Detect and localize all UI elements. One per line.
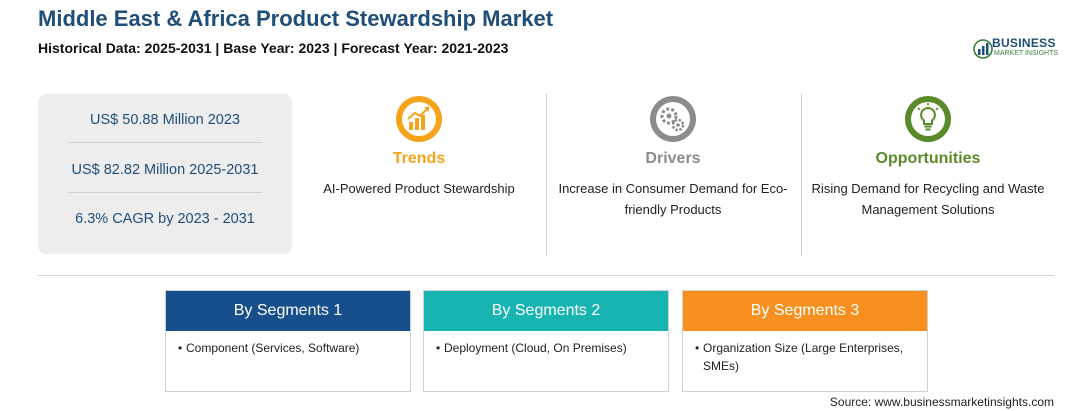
trends-description: AI-Powered Product Stewardship — [323, 181, 515, 196]
segment-card-1: By Segments 1 • Component (Services, Sof… — [165, 290, 411, 392]
segment-2-heading: By Segments 2 — [424, 291, 668, 331]
source-link[interactable]: Source: www.businessmarketinsights.com — [829, 395, 1054, 409]
globe-chart-icon — [973, 39, 993, 59]
segment-1-item: Component (Services, Software) — [186, 341, 360, 355]
page-subtitle: Historical Data: 2025-2031 | Base Year: … — [38, 40, 509, 56]
stat-market-size-forecast: US$ 82.82 Million 2025-2031 — [71, 162, 259, 178]
trends-heading: Trends — [392, 150, 446, 167]
drivers-column: Drivers Increase in Consumer Demand for … — [548, 92, 798, 252]
segment-2-item: Deployment (Cloud, On Premises) — [444, 341, 627, 355]
trend-chart-icon — [396, 96, 442, 142]
opportunities-description: Rising Demand for Recycling and Waste Ma… — [811, 181, 1045, 217]
segment-card-2: By Segments 2 • Deployment (Cloud, On Pr… — [423, 290, 669, 392]
column-divider — [546, 94, 547, 256]
section-divider — [38, 275, 1054, 276]
drivers-heading: Drivers — [645, 150, 701, 167]
stat-divider — [68, 192, 262, 193]
stat-market-size-2023: US$ 50.88 Million 2023 — [90, 112, 240, 128]
key-stats-panel: US$ 50.88 Million 2023 US$ 82.82 Million… — [38, 94, 292, 254]
drivers-description: Increase in Consumer Demand for Eco-frie… — [558, 181, 788, 217]
bullet-icon: • — [436, 341, 441, 355]
segment-3-body: • Organization Size (Large Enterprises, … — [683, 331, 927, 375]
logo-brand: BUSINESS — [992, 36, 1056, 50]
segment-1-heading: By Segments 1 — [166, 291, 410, 331]
business-market-insights-logo: BUSINESS MARKET INSIGHTS — [972, 36, 1062, 62]
segment-3-item: Organization Size (Large Enterprises, SM… — [703, 341, 904, 373]
bullet-icon: • — [695, 341, 700, 355]
column-divider — [801, 94, 802, 256]
gears-icon — [650, 96, 696, 142]
segment-3-heading: By Segments 3 — [683, 291, 927, 331]
trends-column: Trends AI-Powered Product Stewardship — [294, 92, 544, 252]
lightbulb-icon — [905, 96, 951, 142]
opportunities-heading: Opportunities — [875, 150, 981, 167]
segment-card-3: By Segments 3 • Organization Size (Large… — [682, 290, 928, 392]
opportunities-column: Opportunities Rising Demand for Recyclin… — [803, 92, 1053, 252]
logo-tagline: MARKET INSIGHTS — [994, 50, 1059, 57]
page-title: Middle East & Africa Product Stewardship… — [38, 6, 554, 31]
stat-cagr: 6.3% CAGR by 2023 - 2031 — [75, 211, 255, 227]
bullet-icon: • — [178, 341, 183, 355]
segment-2-body: • Deployment (Cloud, On Premises) — [424, 331, 668, 357]
segment-1-body: • Component (Services, Software) — [166, 331, 410, 357]
stat-divider — [68, 142, 262, 143]
